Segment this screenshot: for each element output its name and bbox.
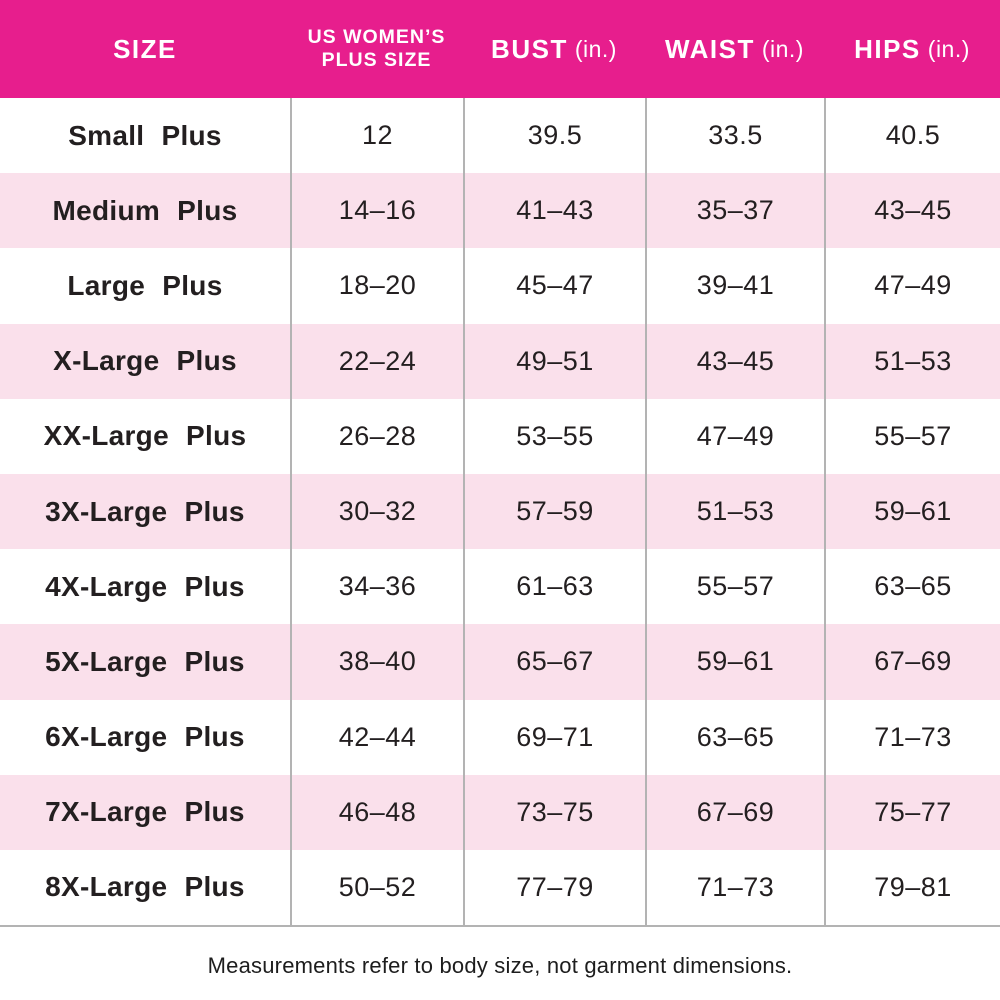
column-header-unit: (in.) xyxy=(761,35,804,62)
cell-bust: 39.5 xyxy=(463,98,645,174)
cell-hips: 63–65 xyxy=(824,549,1000,625)
cell-waist: 63–65 xyxy=(645,699,824,775)
table-row: X-Large Plus 22–24 49–51 43–45 51–53 xyxy=(0,323,1000,399)
cell-bust: 61–63 xyxy=(463,549,645,625)
cell-us-plus-size: 34–36 xyxy=(290,549,463,625)
cell-us-plus-size: 30–32 xyxy=(290,473,463,550)
table-row: 5X-Large Plus 38–40 65–67 59–61 67–69 xyxy=(0,624,1000,700)
cell-bust: 49–51 xyxy=(463,323,645,399)
column-header-label: WAIST xyxy=(665,33,755,64)
cell-us-plus-size: 22–24 xyxy=(290,323,463,399)
cell-bust: 57–59 xyxy=(463,473,645,550)
cell-us-plus-size: 42–44 xyxy=(290,699,463,775)
cell-waist: 35–37 xyxy=(645,173,824,249)
table-row: 3X-Large Plus 30–32 57–59 51–53 59–61 xyxy=(0,473,1000,550)
cell-hips: 51–53 xyxy=(824,323,1000,399)
table-row: Small Plus 12 39.5 33.5 40.5 xyxy=(0,98,1000,174)
cell-size: Medium Plus xyxy=(52,194,238,226)
cell-hips: 67–69 xyxy=(824,624,1000,700)
column-header-hips: HIPS (in.) xyxy=(824,0,1000,98)
cell-waist: 47–49 xyxy=(645,398,824,474)
cell-bust: 53–55 xyxy=(463,398,645,474)
column-header-us-plus-size: US WOMEN’S PLUS SIZE xyxy=(290,0,463,98)
column-header-bust: BUST (in.) xyxy=(463,0,645,98)
table-row: 4X-Large Plus 34–36 61–63 55–57 63–65 xyxy=(0,549,1000,625)
table-row: 6X-Large Plus 42–44 69–71 63–65 71–73 xyxy=(0,699,1000,775)
cell-hips: 43–45 xyxy=(824,173,1000,249)
cell-waist: 59–61 xyxy=(645,624,824,700)
column-header-waist: WAIST (in.) xyxy=(645,0,824,98)
cell-size: Large Plus xyxy=(67,269,223,301)
cell-hips: 75–77 xyxy=(824,774,1000,850)
column-header-label: HIPS xyxy=(854,33,921,64)
cell-size: 3X-Large Plus xyxy=(45,495,245,527)
column-header-label: BUST xyxy=(491,33,568,64)
cell-hips: 79–81 xyxy=(824,849,1000,926)
cell-waist: 51–53 xyxy=(645,473,824,550)
table-header-row: SIZE US WOMEN’S PLUS SIZE BUST (in.) WAI… xyxy=(0,0,1000,98)
cell-bust: 77–79 xyxy=(463,849,645,926)
table-row: Large Plus 18–20 45–47 39–41 47–49 xyxy=(0,248,1000,324)
footer-note: Measurements refer to body size, not gar… xyxy=(207,953,793,979)
cell-waist: 39–41 xyxy=(645,248,824,324)
cell-waist: 55–57 xyxy=(645,549,824,625)
cell-bust: 69–71 xyxy=(463,699,645,775)
cell-hips: 59–61 xyxy=(824,473,1000,550)
table-body: Small Plus 12 39.5 33.5 40.5 Medium Plus… xyxy=(0,98,1000,928)
cell-bust: 41–43 xyxy=(463,173,645,249)
cell-hips: 55–57 xyxy=(824,398,1000,474)
size-chart: SIZE US WOMEN’S PLUS SIZE BUST (in.) WAI… xyxy=(0,0,1000,979)
cell-waist: 67–69 xyxy=(645,774,824,850)
cell-size: Small Plus xyxy=(68,119,222,151)
cell-waist: 33.5 xyxy=(645,98,824,174)
cell-size: 8X-Large Plus xyxy=(45,871,245,903)
cell-size: 4X-Large Plus xyxy=(45,570,245,602)
cell-bust: 73–75 xyxy=(463,774,645,850)
cell-hips: 71–73 xyxy=(824,699,1000,775)
cell-us-plus-size: 50–52 xyxy=(290,849,463,926)
column-header-unit: (in.) xyxy=(927,35,970,62)
cell-waist: 43–45 xyxy=(645,323,824,399)
cell-size: XX-Large Plus xyxy=(43,420,247,452)
column-header-size: SIZE xyxy=(0,0,290,98)
table-row: Medium Plus 14–16 41–43 35–37 43–45 xyxy=(0,173,1000,249)
cell-size: 7X-Large Plus xyxy=(45,796,245,828)
cell-hips: 47–49 xyxy=(824,248,1000,324)
cell-hips: 40.5 xyxy=(824,98,1000,174)
column-header-label: SIZE xyxy=(113,33,177,64)
cell-bust: 45–47 xyxy=(463,248,645,324)
cell-us-plus-size: 12 xyxy=(290,98,463,174)
column-header-unit: (in.) xyxy=(574,35,617,62)
cell-us-plus-size: 14–16 xyxy=(290,173,463,249)
cell-bust: 65–67 xyxy=(463,624,645,700)
cell-waist: 71–73 xyxy=(645,849,824,926)
cell-us-plus-size: 46–48 xyxy=(290,774,463,850)
cell-us-plus-size: 26–28 xyxy=(290,398,463,474)
cell-us-plus-size: 18–20 xyxy=(290,248,463,324)
cell-size: 5X-Large Plus xyxy=(45,645,245,677)
cell-size: 6X-Large Plus xyxy=(45,721,245,753)
cell-size: X-Large Plus xyxy=(53,345,237,377)
table-row: XX-Large Plus 26–28 53–55 47–49 55–57 xyxy=(0,398,1000,474)
cell-us-plus-size: 38–40 xyxy=(290,624,463,700)
column-header-label: US WOMEN’S PLUS SIZE xyxy=(307,25,446,71)
table-row: 8X-Large Plus 50–52 77–79 71–73 79–81 xyxy=(0,849,1000,926)
table-row: 7X-Large Plus 46–48 73–75 67–69 75–77 xyxy=(0,774,1000,850)
